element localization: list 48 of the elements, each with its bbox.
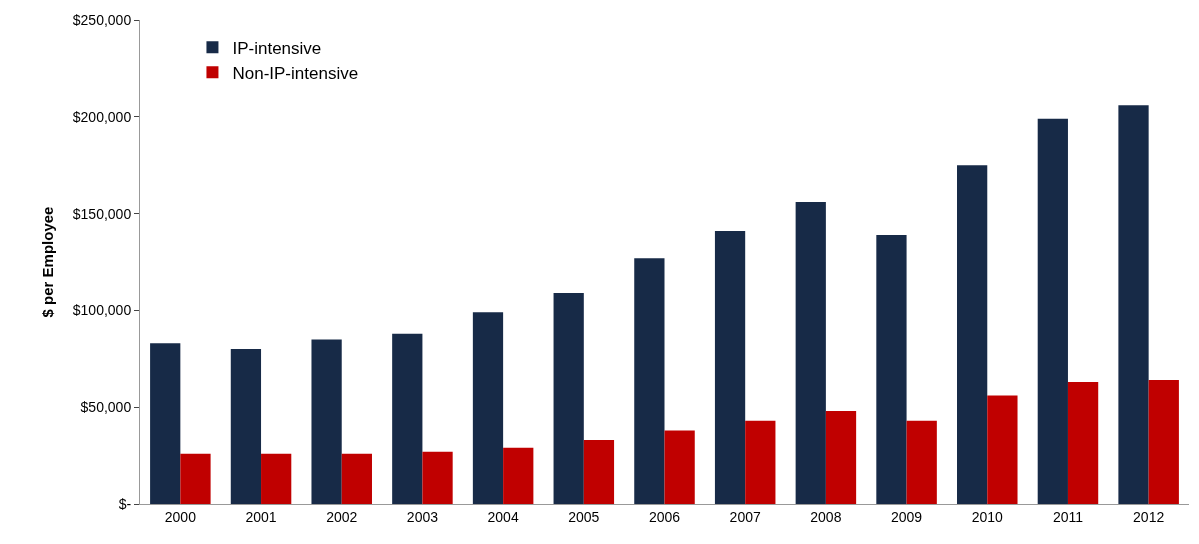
bar: [795, 201, 826, 504]
x-tick-label: 2008: [810, 508, 842, 525]
bar: [825, 411, 857, 504]
x-tick-label: 2002: [326, 508, 358, 525]
bar: [664, 430, 695, 504]
bar: [422, 451, 453, 504]
bar: [1148, 380, 1179, 504]
x-tick-label: 2010: [971, 508, 1004, 525]
legend-label: IP-intensive: [232, 38, 322, 58]
bar: [1037, 118, 1068, 504]
bar: [1067, 382, 1099, 504]
bar: [583, 440, 615, 504]
bar: [876, 234, 907, 504]
bar: [150, 343, 181, 504]
y-tick-label: $200,000: [72, 108, 132, 125]
bar: [906, 420, 937, 504]
bar: [472, 312, 504, 504]
x-tick-label: 2005: [568, 508, 600, 525]
y-tick-label: $100,000: [72, 302, 132, 319]
y-tick-label: $-: [118, 495, 132, 512]
x-tick-label: 2003: [406, 508, 439, 525]
bar: [341, 453, 372, 504]
y-axis-title: $ per Employee: [39, 206, 57, 318]
bar: [392, 333, 423, 504]
x-tick-label: 2001: [245, 508, 277, 525]
x-tick-label: 2000: [164, 508, 197, 525]
legend-label: Non-IP-intensive: [232, 63, 359, 83]
bar: [745, 420, 776, 504]
x-tick-label: 2011: [1052, 508, 1084, 525]
bar: [261, 453, 292, 504]
bar: [714, 231, 746, 504]
x-tick-label: 2004: [487, 508, 519, 525]
y-tick-label: $250,000: [72, 11, 132, 28]
bar: [503, 447, 534, 504]
bar: [634, 258, 665, 504]
x-tick-label: 2012: [1133, 508, 1165, 525]
y-tick-label: $50,000: [80, 399, 132, 416]
bar: [957, 165, 988, 504]
x-tick-label: 2007: [729, 508, 761, 525]
y-tick-label: $150,000: [72, 205, 132, 222]
x-tick-label: 2009: [891, 508, 923, 525]
x-tick-label: 2006: [648, 508, 681, 525]
bar: [987, 395, 1018, 504]
bar: [311, 339, 342, 504]
bar: [230, 349, 262, 504]
bar: [553, 292, 584, 504]
bar: [180, 453, 211, 504]
bar: [1118, 105, 1149, 504]
